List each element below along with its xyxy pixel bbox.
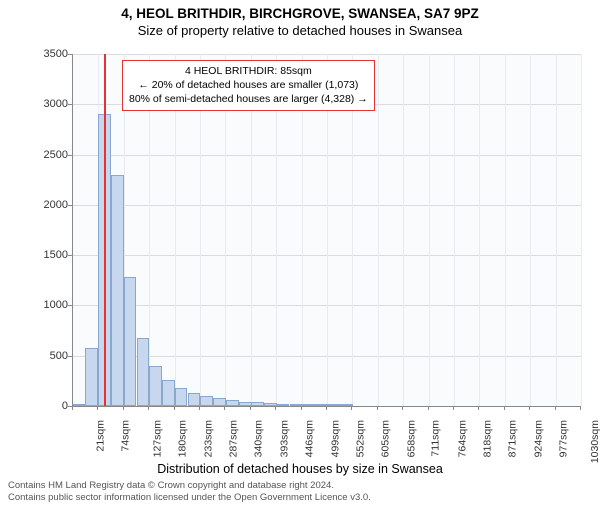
marker-annotation-box: 4 HEOL BRITHDIR: 85sqm ← 20% of detached…	[122, 60, 375, 111]
histogram-bar	[188, 393, 201, 406]
chart-title-sub: Size of property relative to detached ho…	[0, 23, 600, 38]
histogram-bar	[226, 400, 239, 406]
x-tick-label: 127sqm	[151, 420, 163, 457]
x-tick-label: 393sqm	[278, 420, 290, 457]
gridline-v	[454, 54, 455, 406]
gridline-v	[403, 54, 404, 406]
y-tick-label: 500	[28, 350, 68, 362]
x-tick-label: 552sqm	[354, 420, 366, 457]
x-tick-mark	[351, 406, 352, 410]
x-tick-mark	[301, 406, 302, 410]
histogram-bar	[327, 404, 340, 406]
y-tick-mark	[68, 104, 72, 105]
x-tick-label: 1030sqm	[589, 420, 600, 463]
annotation-line-3: 80% of semi-detached houses are larger (…	[129, 92, 368, 106]
histogram-bar	[149, 366, 162, 406]
y-tick-label: 3000	[28, 98, 68, 110]
x-tick-label: 21sqm	[95, 420, 107, 452]
x-tick-mark	[453, 406, 454, 410]
x-tick-mark	[224, 406, 225, 410]
x-tick-label: 871sqm	[507, 420, 519, 457]
x-tick-label: 711sqm	[430, 420, 442, 457]
gridline-v	[429, 54, 430, 406]
y-tick-mark	[68, 155, 72, 156]
histogram-bar	[85, 348, 98, 406]
x-tick-label: 499sqm	[329, 420, 341, 457]
x-tick-mark	[504, 406, 505, 410]
histogram-bar	[137, 338, 150, 406]
x-tick-mark	[478, 406, 479, 410]
x-tick-label: 977sqm	[558, 420, 570, 457]
x-tick-mark	[428, 406, 429, 410]
x-tick-mark	[529, 406, 530, 410]
y-tick-mark	[68, 255, 72, 256]
x-tick-mark	[123, 406, 124, 410]
y-tick-mark	[68, 356, 72, 357]
histogram-bar	[124, 277, 137, 406]
gridline-v	[556, 54, 557, 406]
gridline-v	[479, 54, 480, 406]
x-tick-label: 818sqm	[481, 420, 493, 457]
annotation-line-1: 4 HEOL BRITHDIR: 85sqm	[129, 64, 368, 78]
x-tick-mark	[275, 406, 276, 410]
x-tick-mark	[377, 406, 378, 410]
annotation-line-2: ← 20% of detached houses are smaller (1,…	[129, 78, 368, 92]
x-tick-label: 924sqm	[532, 420, 544, 457]
y-tick-mark	[68, 205, 72, 206]
gridline-v	[581, 54, 582, 406]
y-tick-label: 0	[28, 400, 68, 412]
x-tick-label: 446sqm	[304, 420, 316, 457]
x-tick-mark	[174, 406, 175, 410]
x-tick-mark	[326, 406, 327, 410]
x-tick-mark	[199, 406, 200, 410]
x-tick-mark	[250, 406, 251, 410]
y-tick-label: 3500	[28, 48, 68, 60]
footer-line-2: Contains public sector information licen…	[8, 492, 371, 504]
x-tick-label: 658sqm	[405, 420, 417, 457]
x-tick-label: 180sqm	[177, 420, 189, 457]
histogram-bar	[162, 380, 175, 406]
gridline-v	[505, 54, 506, 406]
x-tick-label: 287sqm	[227, 420, 239, 457]
x-tick-label: 605sqm	[380, 420, 392, 457]
y-tick-mark	[68, 54, 72, 55]
x-tick-mark	[580, 406, 581, 410]
histogram-bar	[73, 404, 86, 406]
attribution-footer: Contains HM Land Registry data © Crown c…	[8, 480, 371, 504]
histogram-bar	[175, 388, 188, 406]
y-tick-label: 2000	[28, 199, 68, 211]
x-tick-mark	[97, 406, 98, 410]
histogram-bar	[213, 398, 226, 406]
gridline-v	[378, 54, 379, 406]
x-tick-mark	[72, 406, 73, 410]
y-tick-label: 1000	[28, 299, 68, 311]
chart-title-main: 4, HEOL BRITHDIR, BIRCHGROVE, SWANSEA, S…	[0, 6, 600, 21]
y-tick-mark	[68, 305, 72, 306]
x-tick-mark	[402, 406, 403, 410]
x-tick-label: 764sqm	[456, 420, 468, 457]
y-tick-label: 2500	[28, 149, 68, 161]
histogram-bar	[277, 404, 290, 406]
histogram-bar	[251, 402, 264, 406]
histogram-bar	[111, 175, 124, 406]
footer-line-1: Contains HM Land Registry data © Crown c…	[8, 480, 371, 492]
y-tick-label: 1500	[28, 249, 68, 261]
x-tick-mark	[148, 406, 149, 410]
x-tick-mark	[555, 406, 556, 410]
x-tick-label: 340sqm	[253, 420, 265, 457]
current-property-marker	[104, 54, 106, 406]
gridline-v	[530, 54, 531, 406]
histogram-bar	[200, 396, 213, 406]
histogram-bar	[302, 404, 315, 406]
x-axis-label: Distribution of detached houses by size …	[0, 462, 600, 476]
x-tick-label: 233sqm	[202, 420, 214, 457]
x-tick-label: 74sqm	[120, 420, 132, 452]
